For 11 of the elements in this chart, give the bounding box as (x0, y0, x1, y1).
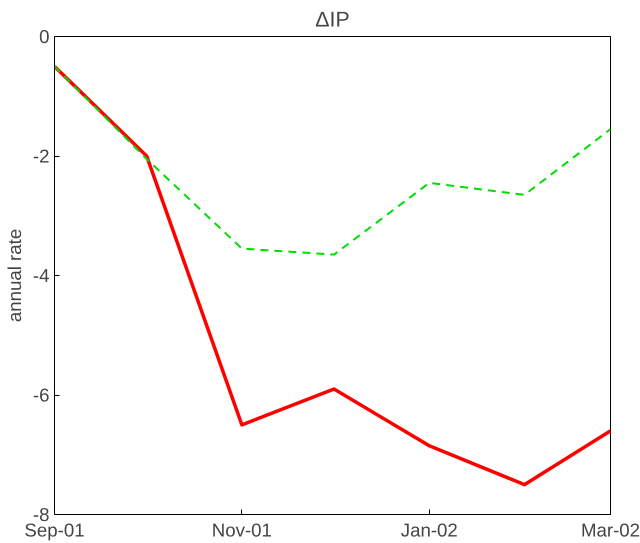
y-tick-label: 0 (39, 26, 50, 47)
x-tick-label: Nov-01 (212, 520, 272, 540)
y-axis-title: annual rate (4, 228, 25, 322)
y-tick-label: -4 (32, 265, 50, 286)
line-series (54, 65, 610, 256)
chart-title: ΔIP (315, 8, 350, 32)
line-series (54, 64, 610, 486)
x-tick-label: Mar-02 (580, 520, 640, 540)
x-tick-label: Jan-02 (400, 520, 458, 540)
y-tick-label: -2 (32, 146, 50, 166)
y-tick-label: -6 (32, 384, 50, 406)
